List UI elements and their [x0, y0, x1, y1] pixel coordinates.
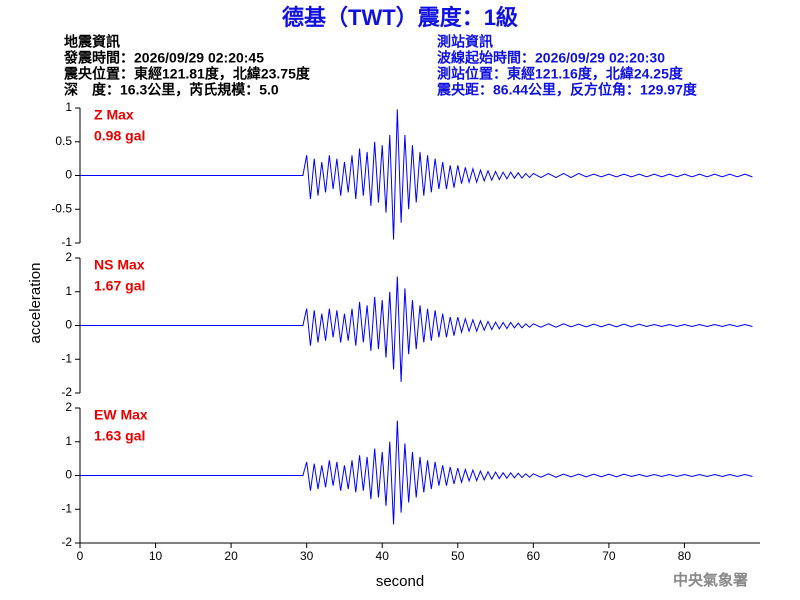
y-tick-label: 0 — [65, 318, 72, 332]
title: 德基（TWT）震度：1級 — [282, 5, 518, 30]
waveform — [80, 420, 753, 525]
x-tick-label: 10 — [149, 549, 163, 563]
y-tick-label: 1 — [65, 284, 72, 298]
y-tick-label: 0 — [65, 168, 72, 182]
y-tick-label: -1 — [61, 351, 72, 365]
x-tick-label: 70 — [602, 549, 616, 563]
y-tick-label: 1 — [65, 100, 72, 114]
y-tick-label: -2 — [61, 385, 72, 399]
station-info: 測站資訊 — [437, 34, 493, 50]
y-tick-label: -1 — [61, 235, 72, 249]
max-annotation: Z Max — [94, 107, 134, 123]
station-info: 測站位置：東經121.16度，北緯24.25度 — [437, 66, 684, 82]
x-tick-label: 20 — [224, 549, 238, 563]
x-tick-label: 80 — [678, 549, 692, 563]
max-annotation: 1.63 gal — [94, 428, 145, 444]
x-tick-label: 0 — [77, 549, 84, 563]
y-tick-label: 2 — [65, 400, 72, 414]
y-tick-label: -0.5 — [51, 201, 72, 215]
y-axis-label: acceleration — [27, 263, 44, 344]
y-tick-label: 1 — [65, 434, 72, 448]
station-info: 震央距：86.44公里，反方位角：129.97度 — [436, 82, 698, 98]
max-annotation: NS Max — [94, 257, 145, 273]
waveform — [80, 276, 753, 382]
max-annotation: 1.67 gal — [94, 278, 145, 294]
y-tick-label: 0.5 — [55, 134, 72, 148]
x-axis-label: second — [376, 573, 424, 590]
y-tick-label: 2 — [65, 250, 72, 264]
source: 中央氣象署 — [673, 571, 748, 589]
max-annotation: 0.98 gal — [94, 128, 145, 144]
station-info: 波線起始時間：2026/09/29 02:20:30 — [437, 50, 665, 66]
x-tick-label: 30 — [300, 549, 314, 563]
quake-info: 深 度：16.3公里，芮氏規模：5.0 — [64, 82, 279, 98]
y-tick-label: 0 — [65, 468, 72, 482]
x-tick-label: 40 — [376, 549, 390, 563]
x-tick-label: 50 — [451, 549, 465, 563]
y-tick-label: -1 — [61, 501, 72, 515]
max-annotation: EW Max — [94, 407, 148, 423]
quake-info: 震央位置：東經121.81度，北緯23.75度 — [63, 66, 311, 82]
y-tick-label: -2 — [61, 535, 72, 549]
quake-info: 地震資訊 — [64, 34, 120, 50]
x-tick-label: 60 — [527, 549, 541, 563]
quake-info: 發震時間：2026/09/29 02:20:45 — [63, 50, 264, 66]
waveform — [80, 109, 753, 240]
